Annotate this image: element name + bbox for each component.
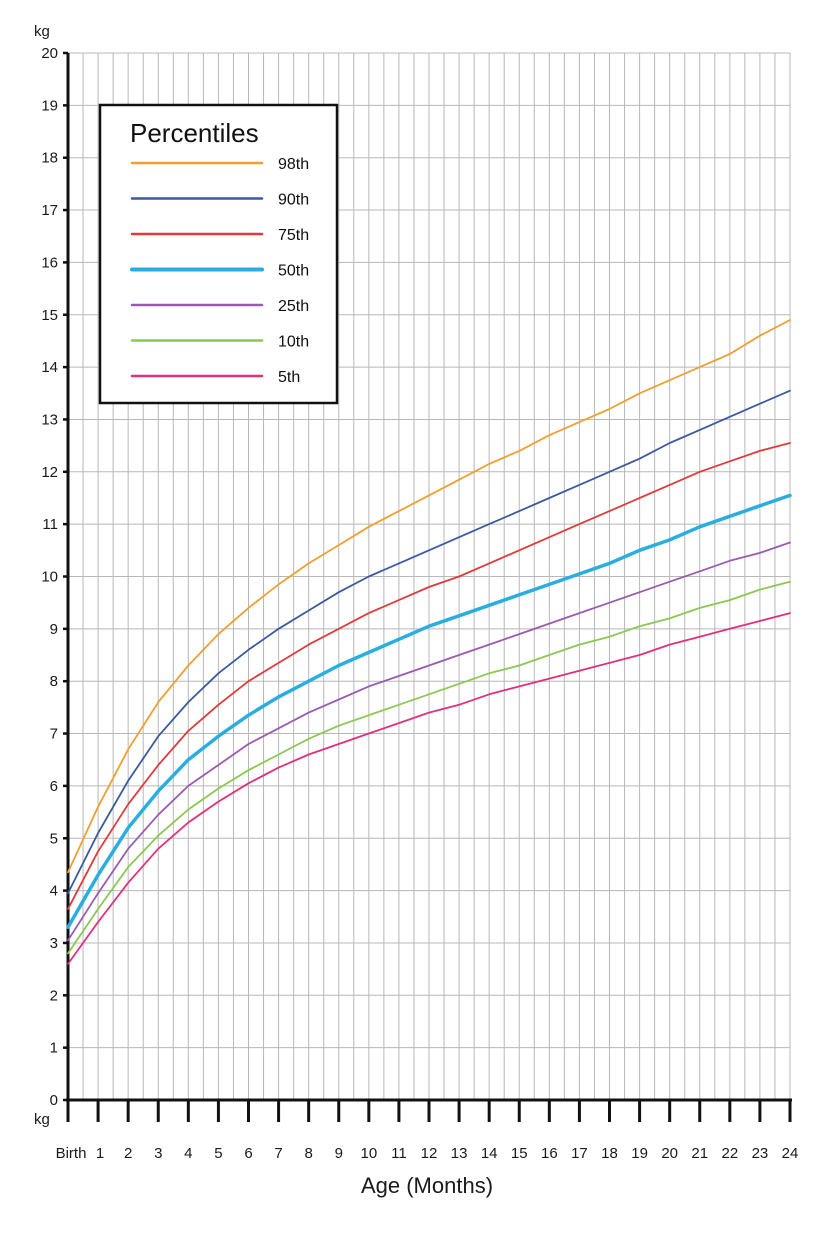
x-tick-label: 9 <box>335 1145 343 1162</box>
y-tick-label: 15 <box>41 307 58 324</box>
x-tick-label: 23 <box>752 1145 769 1162</box>
series-line-50th <box>66 493 792 929</box>
y-tick-label: 10 <box>41 569 58 586</box>
y-tick-label: 2 <box>50 987 58 1004</box>
x-tick-label: 5 <box>214 1145 222 1162</box>
legend-items: 98th 90th 75th 50th 25th 10th 5th <box>130 156 309 386</box>
x-tick-label: Birth <box>56 1145 87 1162</box>
legend-title: Percentiles <box>130 118 259 148</box>
x-tick-label: 3 <box>154 1145 162 1162</box>
y-tick-label: 13 <box>41 411 58 428</box>
legend-label-5th: 5th <box>278 369 300 386</box>
x-tick-label: 20 <box>661 1145 678 1162</box>
x-tick-label: 14 <box>481 1145 498 1162</box>
x-tick-label: 18 <box>601 1145 618 1162</box>
x-tick-label: 7 <box>274 1145 282 1162</box>
y-tick-label: 20 <box>41 45 58 62</box>
x-axis-title: Age (Months) <box>361 1173 493 1198</box>
y-tick-label: 8 <box>50 673 58 690</box>
y-unit-bottom: kg <box>34 1111 50 1128</box>
x-tick-label: 13 <box>451 1145 468 1162</box>
series-line-25th <box>67 541 791 942</box>
legend-label-50th: 50th <box>278 263 309 280</box>
x-tick-label: 1 <box>96 1145 104 1162</box>
y-tick-label: 12 <box>41 464 58 481</box>
series-line-90th <box>67 389 791 895</box>
y-tick-label: 1 <box>50 1040 58 1057</box>
y-tick-label: 18 <box>41 150 58 167</box>
legend-label-98th: 98th <box>278 156 309 173</box>
percentile-lines <box>66 319 792 965</box>
y-tick-label: 16 <box>41 254 58 271</box>
x-tick-label: 15 <box>511 1145 528 1162</box>
x-tick-label: 21 <box>691 1145 708 1162</box>
y-tick-label: 19 <box>41 97 58 114</box>
x-tick-label: 6 <box>244 1145 252 1162</box>
series-line-75th <box>67 442 791 910</box>
legend-label-25th: 25th <box>278 298 309 315</box>
series-line-10th <box>67 580 791 955</box>
x-tick-label: 19 <box>631 1145 648 1162</box>
x-tick-label: 2 <box>124 1145 132 1162</box>
x-tick-label: 24 <box>782 1145 799 1162</box>
y-tick-label: 6 <box>50 778 58 795</box>
y-tick-label: 9 <box>50 621 58 638</box>
x-tick-label: 10 <box>360 1145 377 1162</box>
x-tick-label: 17 <box>571 1145 588 1162</box>
x-tick-label: 8 <box>304 1145 312 1162</box>
y-tick-label: 3 <box>50 935 58 952</box>
legend-label-90th: 90th <box>278 192 309 209</box>
legend-box <box>98 103 339 405</box>
x-tick-label: 4 <box>184 1145 192 1162</box>
y-tick-label: 7 <box>50 726 58 743</box>
x-tick-label: 22 <box>721 1145 738 1162</box>
x-tick-label: 11 <box>391 1145 407 1162</box>
y-tick-label: 14 <box>41 359 58 376</box>
y-tick-label: 5 <box>50 830 58 847</box>
y-tick-label: 4 <box>50 883 58 900</box>
x-tick-label: 12 <box>421 1145 438 1162</box>
x-tick-label: 16 <box>541 1145 558 1162</box>
legend-label-75th: 75th <box>278 227 309 244</box>
y-tick-label: 17 <box>41 202 58 219</box>
legend-label-10th: 10th <box>278 334 309 351</box>
y-unit-top: kg <box>34 23 50 40</box>
series-line-98th <box>67 319 791 874</box>
y-tick-label: 11 <box>42 516 58 533</box>
y-tick-label: 0 <box>50 1092 58 1109</box>
series-line-5th <box>67 612 791 965</box>
legend: Percentiles 98th 90th 75th 50th 25th 10th 5th <box>98 103 339 405</box>
